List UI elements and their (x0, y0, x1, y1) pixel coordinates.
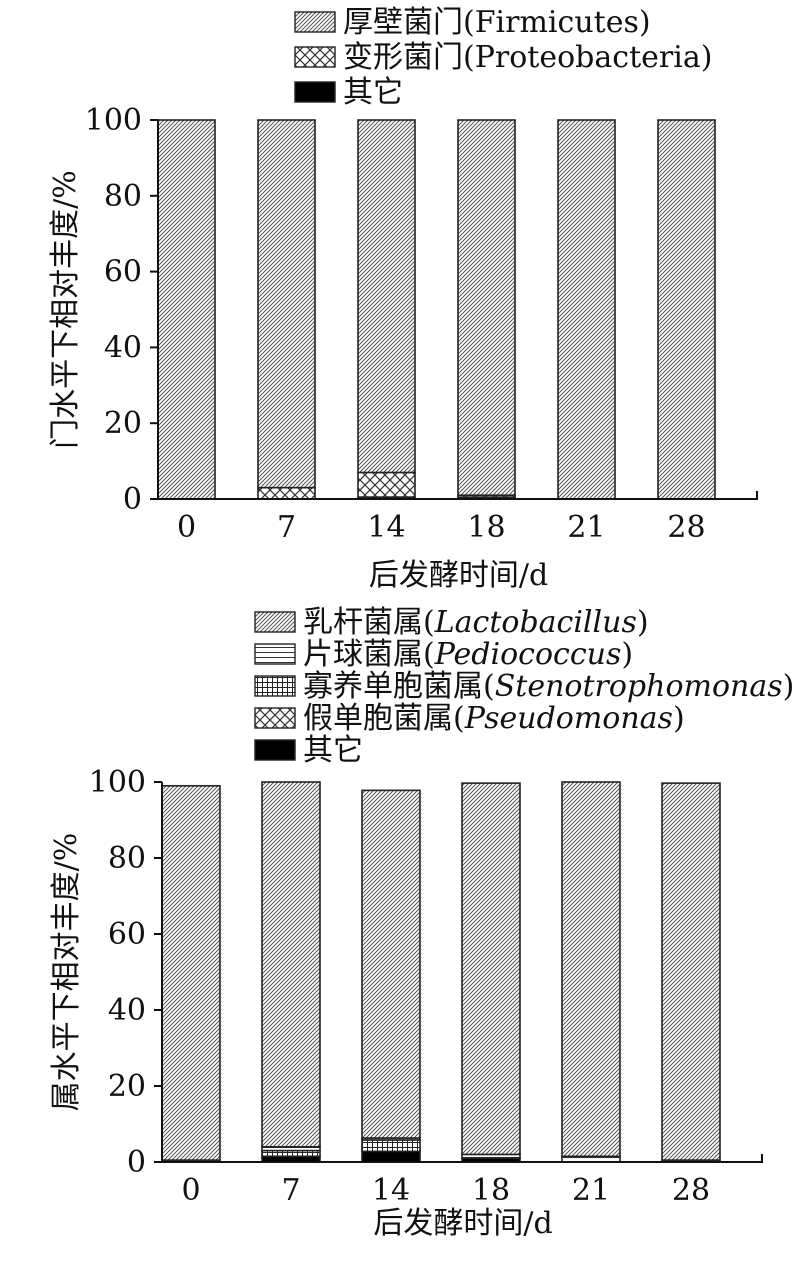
x-tick-label: 28 (672, 1173, 710, 1208)
x-tick-label: 7 (281, 1173, 300, 1208)
bar-segment (657, 119, 716, 500)
bar-segment (361, 789, 421, 1139)
bar-stack (257, 119, 316, 500)
y-tick-label: 20 (108, 1069, 146, 1104)
legend-entry: 其它 (254, 733, 363, 768)
x-tick-label: 14 (367, 510, 405, 545)
y-tick-label: 40 (108, 993, 146, 1028)
bar-stack (157, 119, 216, 500)
bar-segment (557, 119, 616, 500)
y-tick-label: 100 (85, 103, 142, 138)
y-tick-label: 100 (89, 765, 146, 800)
bar-stack (561, 781, 621, 1163)
axis-frame (161, 782, 763, 1163)
legend-label: 乳杆菌属(Lactobacillus) (303, 605, 649, 640)
bar-segment (261, 1149, 321, 1158)
x-tick-label: 7 (277, 510, 296, 545)
legend-entry: 假单胞菌属(Pseudomonas) (254, 701, 685, 736)
bar-segment (161, 784, 221, 1161)
y-tick-label: 20 (104, 406, 142, 441)
bar-segment (357, 471, 416, 498)
y-tick-label: 40 (104, 330, 142, 365)
bar-segment (457, 119, 516, 497)
y-tick-label: 0 (123, 482, 142, 517)
y-tick-label: 80 (104, 179, 142, 214)
axis-frame (157, 120, 758, 500)
legend-entry: 变形菌门(Proteobacteria) (294, 40, 712, 75)
legend-label: 片球菌属(Pediococcus) (303, 637, 633, 672)
y-tick-label: 60 (104, 255, 142, 290)
bar-stack (261, 781, 321, 1163)
legend-swatch (254, 707, 296, 729)
legend-swatch (294, 11, 336, 33)
x-tick-label: 18 (467, 510, 505, 545)
bar-stack (361, 789, 421, 1163)
y-tick-label: 0 (127, 1145, 146, 1180)
genus-chart: 乳杆菌属(Lactobacillus)片球菌属(Pediococcus)寡养单胞… (49, 605, 794, 1241)
y-tick-label: 80 (108, 841, 146, 876)
y-tick-label: 60 (108, 917, 146, 952)
x-tick-label: 0 (177, 510, 196, 545)
x-tick-label: 14 (372, 1173, 410, 1208)
legend-entry: 厚壁菌门(Firmicutes) (294, 5, 651, 40)
legend-entry: 寡养单胞菌属(Stenotrophomonas) (254, 669, 794, 704)
bar-segment (361, 1150, 421, 1163)
x-tick-label: 18 (472, 1173, 510, 1208)
legend-entry: 乳杆菌属(Lactobacillus) (254, 605, 649, 640)
x-tick-label: 21 (567, 510, 605, 545)
x-tick-label: 28 (667, 510, 705, 545)
x-axis-title: 后发酵时间/d (369, 558, 548, 593)
legend-label: 变形菌门(Proteobacteria) (343, 40, 712, 75)
legend-swatch (254, 739, 296, 761)
legend-swatch (294, 81, 336, 103)
bar-stack (457, 119, 516, 500)
bar-segment (261, 781, 321, 1148)
bar-segment (357, 119, 416, 474)
bar-segment (157, 119, 216, 500)
bar-segment (257, 119, 316, 489)
bar-stack (661, 782, 721, 1163)
bar-stack (557, 119, 616, 500)
bar-stack (357, 119, 416, 500)
bar-segment (661, 782, 721, 1161)
y-axis-title: 门水平下相对丰度/% (48, 170, 83, 449)
x-tick-label: 21 (572, 1173, 610, 1208)
legend-entry: 其它 (294, 75, 403, 110)
bar-stack (161, 784, 221, 1163)
y-axis-title: 属水平下相对丰度/% (49, 833, 84, 1112)
bar-segment (361, 1139, 421, 1153)
bar-segment (461, 782, 521, 1156)
bar-segment (561, 781, 621, 1158)
legend-label: 厚壁菌门(Firmicutes) (343, 5, 651, 40)
phylum-chart: 厚壁菌门(Firmicutes)变形菌门(Proteobacteria)其它 0 7… (48, 5, 758, 593)
legend-entry: 片球菌属(Pediococcus) (254, 637, 633, 672)
bar-stack (657, 119, 716, 500)
bar-segment (257, 486, 316, 500)
legend-label: 寡养单胞菌属(Stenotrophomonas) (303, 669, 794, 704)
legend-label: 其它 (343, 75, 403, 110)
legend-swatch (254, 611, 296, 633)
x-axis-title: 后发酵时间/d (373, 1206, 552, 1241)
legend-swatch (294, 46, 336, 68)
legend-label: 其它 (303, 733, 363, 768)
x-tick-label: 0 (181, 1173, 200, 1208)
legend-swatch (254, 643, 296, 665)
legend-swatch (254, 675, 296, 697)
legend-label: 假单胞菌属(Pseudomonas) (303, 701, 685, 736)
bar-stack (461, 782, 521, 1163)
